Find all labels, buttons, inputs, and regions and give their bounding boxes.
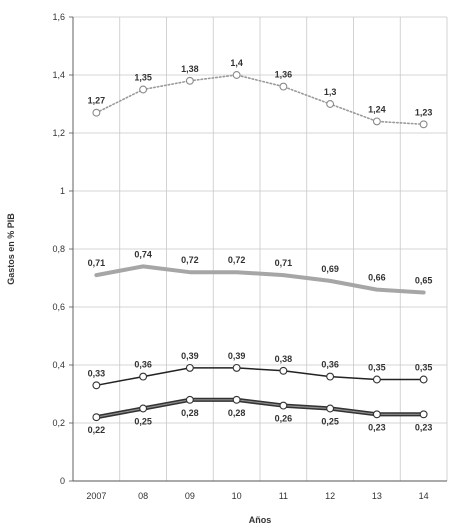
data-labels: 1,27 1,35 1,38 1,4 1,36 1,3 1,24 1,23 0,71 0,74 0,… xyxy=(88,58,433,435)
series-0-data-label-3: 1,4 xyxy=(230,58,243,68)
x-tick-label: 13 xyxy=(372,491,382,501)
series-3-line-inner xyxy=(96,399,424,418)
series-2-data-label-4: 0,38 xyxy=(275,354,293,364)
series-1-data-label-2: 0,72 xyxy=(181,255,199,265)
series-1-data-label-0: 0,71 xyxy=(88,258,106,268)
series-3-point-5 xyxy=(326,404,335,413)
series-3-point-6 xyxy=(372,410,381,419)
axes: 0 0,2 0,4 0,6 0,8 1 1,2 1,4 1,6 2007 08 09 10 11 12 13 1… xyxy=(52,12,447,501)
series-3-data-label-1: 0,25 xyxy=(134,417,152,427)
series-3-data-label-5: 0,25 xyxy=(321,417,339,427)
series-3-data-label-4: 0,26 xyxy=(275,414,293,424)
series-1-line xyxy=(94,264,426,295)
series-0-data-label-6: 1,24 xyxy=(368,104,386,114)
x-tick-label: 10 xyxy=(232,491,242,501)
series-2-point-6 xyxy=(372,375,381,384)
series-0-point-6 xyxy=(372,117,381,126)
series-2-data-label-0: 0,33 xyxy=(88,368,106,378)
y-tick-label: 0,4 xyxy=(52,360,65,370)
y-axis-title: Gastos en % PIB xyxy=(6,213,16,285)
series-2-data-label-3: 0,39 xyxy=(228,351,246,361)
series-1-data-label-7: 0,65 xyxy=(415,276,433,286)
series-2-data-label-2: 0,39 xyxy=(181,351,199,361)
series-0-data-label-2: 1,38 xyxy=(181,64,199,74)
series-2-line xyxy=(96,367,424,387)
series-3-point-0 xyxy=(92,413,101,422)
series-3-data-label-3: 0,28 xyxy=(228,408,246,418)
series-0-point-2 xyxy=(185,76,194,85)
series-3-data-label-6: 0,23 xyxy=(368,422,386,432)
y-tick-label: 1,2 xyxy=(52,128,65,138)
series-3-point-1 xyxy=(139,404,148,413)
series-2-data-label-7: 0,35 xyxy=(415,363,433,373)
y-tick-label: 0,6 xyxy=(52,302,65,312)
y-tick-label: 0,8 xyxy=(52,244,65,254)
series-3-point-3 xyxy=(232,395,241,404)
series-1-data-label-1: 0,74 xyxy=(134,249,152,259)
series-0-point-1 xyxy=(139,85,148,94)
series-0-data-label-4: 1,36 xyxy=(275,70,293,80)
series-3-data-label-0: 0,22 xyxy=(88,425,106,435)
series-0-point-3 xyxy=(232,71,241,79)
x-axis-title: Años xyxy=(249,515,272,525)
series-3-point-7 xyxy=(419,410,428,419)
y-tick-label: 1,6 xyxy=(52,12,65,22)
x-tick-label: 11 xyxy=(279,491,288,501)
series-2-point-1 xyxy=(139,372,148,381)
series-3-data-label-7: 0,23 xyxy=(415,422,433,432)
x-tick-label: 12 xyxy=(325,491,335,501)
y-tick-label: 1 xyxy=(60,186,65,196)
x-tick-label: 14 xyxy=(419,491,429,501)
series-1-data-label-5: 0,69 xyxy=(321,264,339,274)
x-tick-label: 08 xyxy=(138,491,148,501)
series-2-data-label-5: 0,36 xyxy=(321,360,339,370)
series-3-point-4 xyxy=(279,401,288,410)
series-0-point-0 xyxy=(92,108,101,117)
series-2-point-3 xyxy=(232,363,241,372)
series-2-point-4 xyxy=(279,366,288,375)
series-3-point-2 xyxy=(185,395,194,404)
series-2-point-7 xyxy=(419,375,428,384)
series-2-point-2 xyxy=(185,363,194,372)
series-2-data-label-6: 0,35 xyxy=(368,363,386,373)
y-tick-label: 0 xyxy=(60,476,65,486)
series-group xyxy=(92,71,428,422)
series-0-data-label-1: 1,35 xyxy=(134,73,152,83)
series-2-data-label-1: 0,36 xyxy=(134,360,152,370)
x-tick-label: 2007 xyxy=(86,491,106,501)
series-1-data-label-6: 0,66 xyxy=(368,273,386,283)
series-0-line xyxy=(95,74,425,126)
series-0-data-label-0: 1,27 xyxy=(88,96,106,106)
x-tick-label: 09 xyxy=(185,491,195,501)
series-0-point-7 xyxy=(419,120,428,129)
series-0-data-label-5: 1,3 xyxy=(324,87,337,97)
series-0-point-4 xyxy=(279,82,288,91)
y-tick-label: 0,2 xyxy=(52,418,65,428)
y-tick-label: 1,4 xyxy=(52,70,65,80)
series-2-point-5 xyxy=(326,372,335,381)
series-2-point-0 xyxy=(92,381,101,390)
series-1-data-label-4: 0,71 xyxy=(275,258,293,268)
series-1-data-label-3: 0,72 xyxy=(228,255,246,265)
series-0-point-5 xyxy=(326,100,335,108)
series-0-data-label-7: 1,23 xyxy=(415,107,433,117)
series-3-data-label-2: 0,28 xyxy=(181,408,199,418)
